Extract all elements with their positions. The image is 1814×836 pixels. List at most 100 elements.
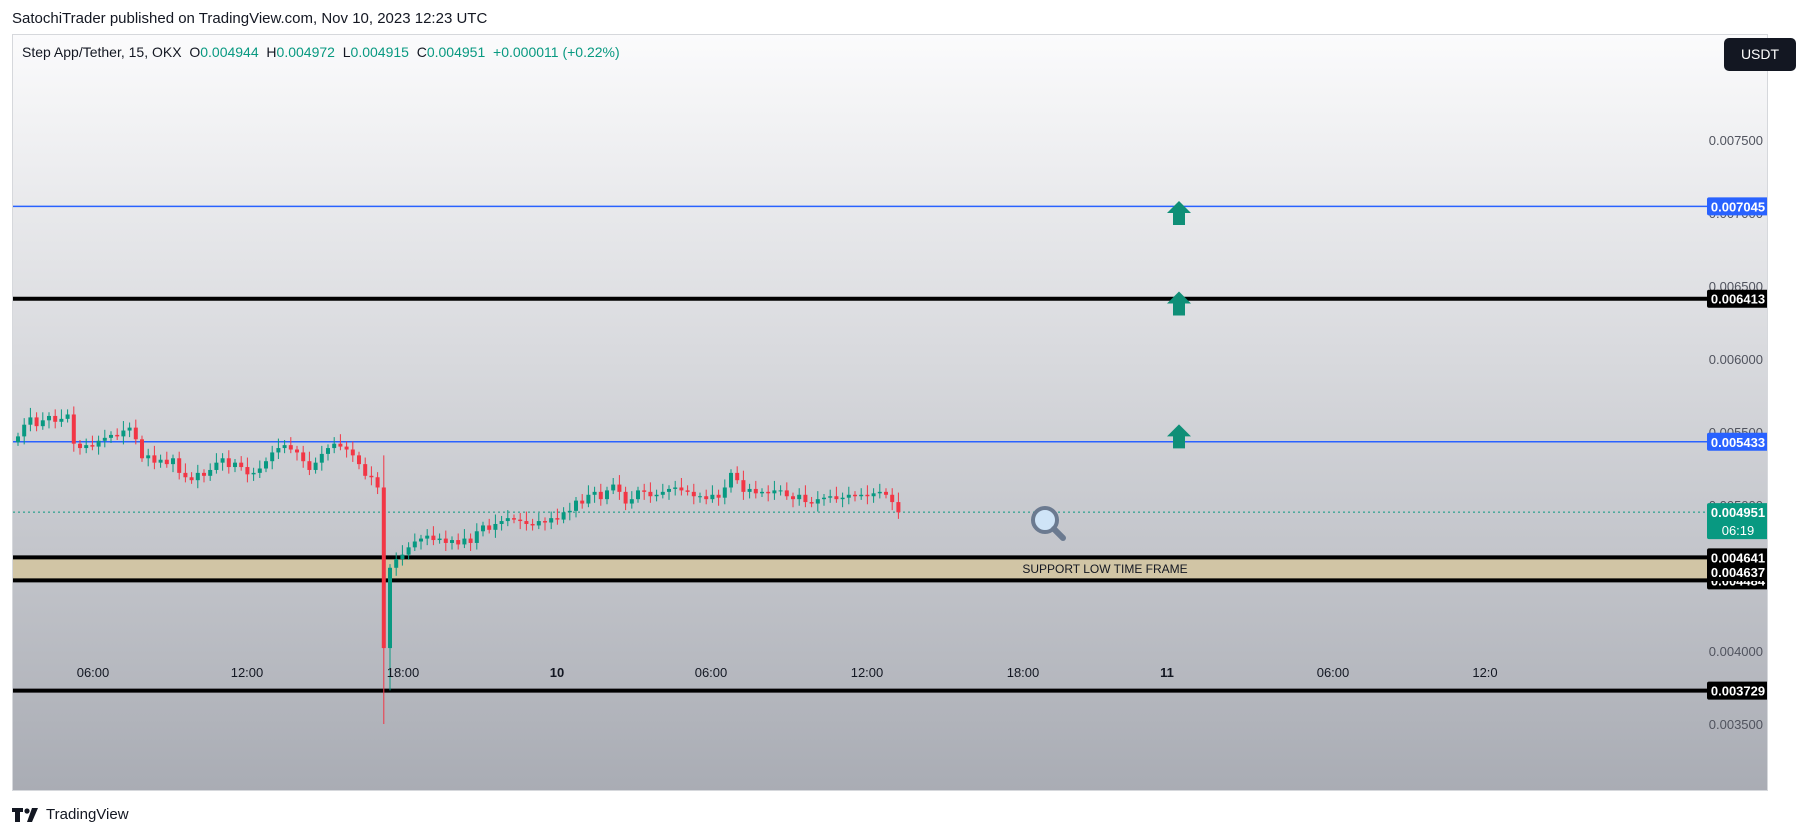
candle: [691, 491, 696, 497]
candle: [865, 494, 870, 497]
y-axis-tick: 0.007500: [1709, 133, 1763, 148]
candle: [772, 490, 777, 494]
candle: [741, 480, 746, 492]
candle: [834, 496, 839, 500]
x-axis-tick: 12:0: [1472, 665, 1497, 680]
candle: [784, 490, 789, 497]
candle: [673, 487, 678, 489]
candle: [109, 434, 113, 438]
candle: [326, 448, 330, 454]
candle: [518, 519, 523, 522]
candle: [667, 488, 671, 492]
x-axis-tick: 11: [1160, 665, 1174, 680]
candle: [642, 490, 647, 492]
tradingview-logo[interactable]: TradingView: [12, 806, 129, 823]
candle: [78, 443, 82, 449]
candle: [406, 547, 411, 555]
candle: [791, 496, 795, 500]
candle: [822, 497, 826, 500]
x-axis-tick: 10: [550, 665, 564, 680]
price-label: 0.007045: [1711, 199, 1765, 214]
x-axis-tick: 12:00: [851, 665, 884, 680]
candle: [766, 491, 771, 494]
candle: [735, 472, 740, 481]
candle: [760, 491, 764, 494]
arrow-up-icon: [1167, 424, 1191, 449]
candle: [853, 494, 857, 497]
candle: [71, 414, 76, 444]
candle: [84, 445, 89, 449]
candle: [357, 455, 361, 465]
candle: [369, 475, 374, 478]
candle: [747, 488, 752, 492]
candle: [679, 487, 684, 491]
candle: [567, 510, 572, 513]
candle: [871, 493, 876, 497]
x-axis-tick: 18:00: [1007, 665, 1040, 680]
chart-area[interactable]: SUPPORT LOW TIME FRAME 0.0075000.0070000…: [12, 34, 1768, 791]
x-axis-tick: 06:00: [77, 665, 110, 680]
candle: [40, 420, 45, 427]
candle: [456, 540, 461, 545]
candle: [53, 415, 58, 422]
candle: [195, 472, 200, 481]
candle: [623, 491, 628, 504]
legend-low-label: L: [342, 44, 351, 60]
candle: [605, 490, 609, 500]
candle: [233, 462, 237, 468]
support-zone: [13, 557, 1717, 581]
candle: [270, 452, 275, 462]
candle: [276, 448, 281, 453]
candle: [202, 472, 206, 476]
candle: [146, 455, 151, 459]
candle: [846, 494, 851, 498]
candle: [884, 491, 888, 495]
price-label: 0.003729: [1711, 684, 1765, 699]
candle: [462, 538, 467, 545]
candle: [431, 535, 436, 541]
currency-button[interactable]: USDT: [1724, 38, 1796, 71]
candle: [313, 462, 318, 470]
candle: [288, 445, 293, 450]
candle: [778, 490, 783, 492]
candle: [208, 469, 213, 476]
candle: [338, 443, 343, 447]
candle: [660, 491, 665, 495]
candle: [121, 430, 126, 437]
candle: [617, 484, 622, 492]
candle: [499, 521, 504, 524]
legend-change: +0.000011 (+0.22%): [493, 44, 620, 60]
candle: [22, 424, 27, 437]
arrow-up-icon: [1167, 291, 1191, 316]
legend-symbol: Step App/Tether, 15, OKX: [22, 44, 182, 60]
candle: [611, 484, 616, 491]
candle: [282, 445, 287, 449]
candle: [890, 494, 895, 503]
magnifier-icon: [1031, 506, 1066, 541]
candle: [115, 434, 120, 437]
candle: [828, 496, 833, 498]
y-axis-tick: 0.004000: [1709, 644, 1763, 659]
candle: [16, 436, 20, 443]
publisher-text: SatochiTrader published on TradingView.c…: [12, 10, 488, 27]
candle: [598, 491, 603, 500]
candle: [729, 472, 733, 488]
candle: [592, 491, 597, 495]
candle: [530, 523, 535, 526]
candle: [561, 512, 566, 520]
candle: [164, 459, 169, 465]
candle: [896, 502, 901, 513]
candle: [220, 458, 225, 463]
candle: [580, 500, 585, 504]
candle: [815, 499, 820, 504]
candle: [332, 443, 337, 449]
candle: [301, 452, 306, 462]
legend-high-label: H: [266, 44, 277, 60]
price-label: 0.005433: [1711, 435, 1765, 450]
y-axis-tick: 0.003500: [1709, 717, 1763, 732]
tradingview-logo-icon: [12, 807, 38, 822]
candle: [524, 521, 529, 524]
candle: [295, 449, 299, 453]
legend-high: 0.004972: [276, 44, 335, 60]
candle: [152, 455, 157, 463]
